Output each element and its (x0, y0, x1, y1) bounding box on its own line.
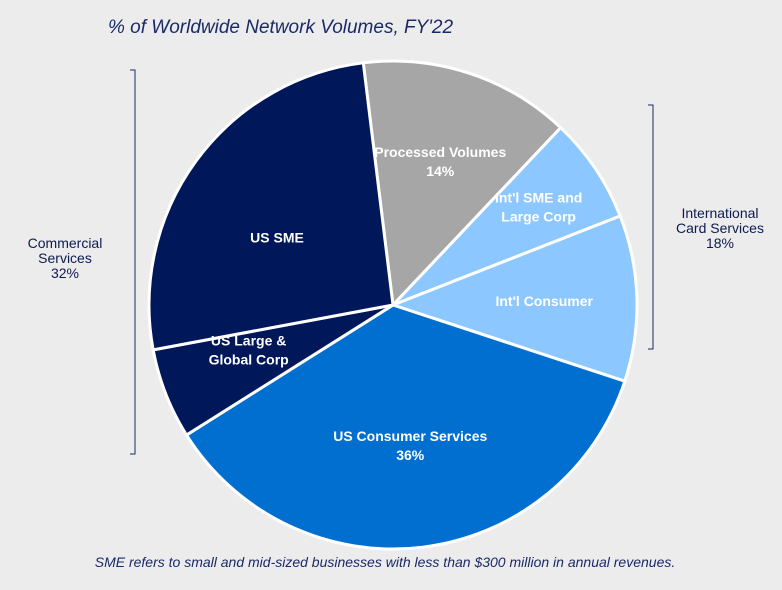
pie-slice-processed-volumes (361, 59, 563, 309)
commercial-services-bracket (130, 69, 136, 455)
slice-label: Int'l SME and (495, 189, 582, 205)
slice-label: Large Corp (501, 208, 576, 224)
group-label-commercial-services: Commercial (28, 235, 103, 251)
slice-label: Global Corp (209, 352, 289, 368)
pie-slice-us-sme (147, 61, 395, 352)
pie-slice-int-l-sme-and-large-corp (391, 125, 623, 307)
slice-label: 36% (396, 447, 425, 463)
group-label-international-card-services: 18% (706, 235, 734, 251)
pie-slices (147, 59, 639, 551)
slice-label: US Large & (211, 333, 286, 349)
pie-slice-int-l-consumer (388, 214, 639, 384)
slice-labels: Processed Volumes 14% Int'l SME and Large C… (209, 144, 594, 463)
group-label-international-card-services: Card Services (676, 220, 764, 236)
slice-label: US Consumer Services (333, 428, 487, 444)
group-label-commercial-services: 32% (51, 265, 79, 281)
slice-label: Int'l Consumer (495, 293, 593, 309)
international-card-services-bracket (648, 104, 654, 350)
slice-label: Processed Volumes (374, 144, 506, 160)
footnote: SME refers to small and mid-sized busine… (95, 554, 676, 570)
group-label-commercial-services: Services (38, 250, 92, 266)
group-label-international-card-services: International (681, 205, 758, 221)
pie-slice-us-consumer-services (184, 303, 627, 551)
slice-label: US SME (250, 229, 304, 245)
slice-label: 14% (426, 163, 455, 179)
chart-title: % of Worldwide Network Volumes, FY'22 (108, 17, 453, 38)
